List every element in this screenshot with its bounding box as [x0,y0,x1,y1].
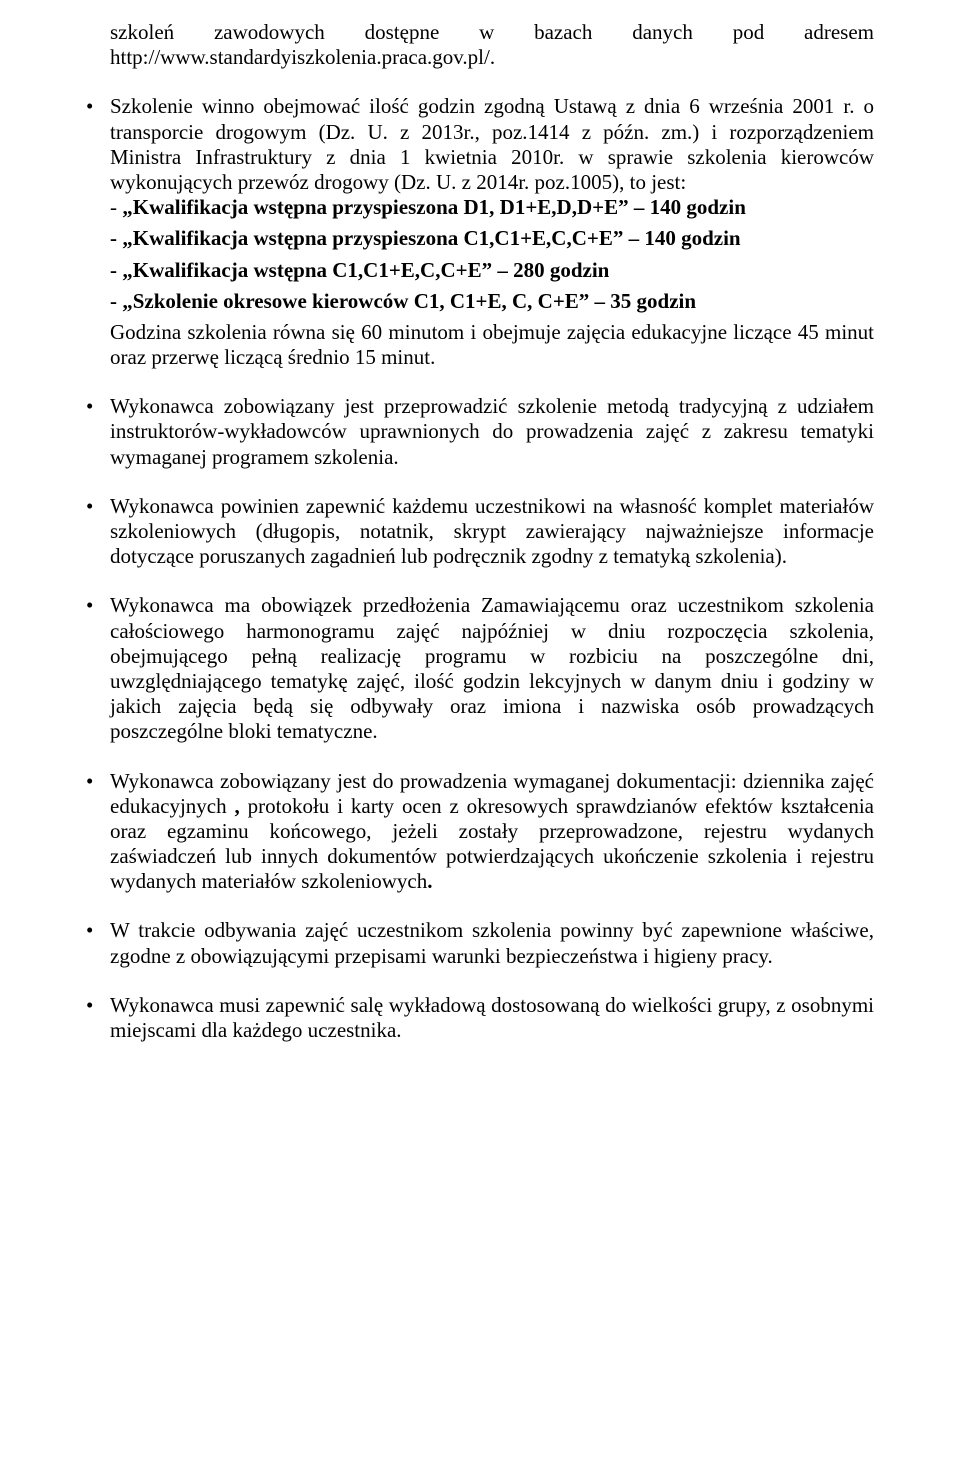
bullet-4-text: Wykonawca ma obowiązek przedłożenia Zama… [86,593,874,744]
bullet-1-item-3: - „Kwalifikacja wstępna C1,C1+E,C,C+E” –… [86,258,874,283]
bullet-6-text: W trakcie odbywania zajęć uczestnikom sz… [86,918,874,968]
fragment-line-1: szkoleń zawodowych dostępne w bazach dan… [86,20,874,45]
bullet-1-item-2: - „Kwalifikacja wstępna przyspieszona C1… [86,226,874,251]
bullet-1-intro: Szkolenie winno obejmować ilość godzin z… [86,94,874,195]
bullet-2-text: Wykonawca zobowiązany jest przeprowadzić… [86,394,874,470]
bullet-1-tail: Godzina szkolenia równa się 60 minutom i… [86,320,874,370]
bullet-4: Wykonawca ma obowiązek przedłożenia Zama… [86,593,874,744]
bullet-2: Wykonawca zobowiązany jest przeprowadzić… [86,394,874,470]
bullet-1: Szkolenie winno obejmować ilość godzin z… [86,94,874,370]
bullet-7: Wykonawca musi zapewnić salę wykładową d… [86,993,874,1043]
dash-prefix: - [110,195,122,219]
document-page: szkoleń zawodowych dostępne w bazach dan… [0,0,960,1478]
fragment-line-2: http://www.standardyiszkolenia.praca.gov… [86,45,874,70]
bullet-1-item-1: - „Kwalifikacja wstępna przyspieszona D1… [86,195,874,220]
bullet-3-text: Wykonawca powinien zapewnić każdemu ucze… [86,494,874,570]
bullet-5-text: Wykonawca zobowiązany jest do prowadzeni… [86,769,874,895]
bullet-6: W trakcie odbywania zajęć uczestnikom sz… [86,918,874,968]
bullet-5-bold-period: . [427,869,432,893]
bullet-1-item-4: - „Szkolenie okresowe kierowców C1, C1+E… [86,289,874,314]
bullet-5: Wykonawca zobowiązany jest do prowadzeni… [86,769,874,895]
bullet-3: Wykonawca powinien zapewnić każdemu ucze… [86,494,874,570]
bullet-1-item-1-bold: „Kwalifikacja wstępna przyspieszona D1, … [122,195,746,219]
bullet-7-text: Wykonawca musi zapewnić salę wykładową d… [86,993,874,1043]
